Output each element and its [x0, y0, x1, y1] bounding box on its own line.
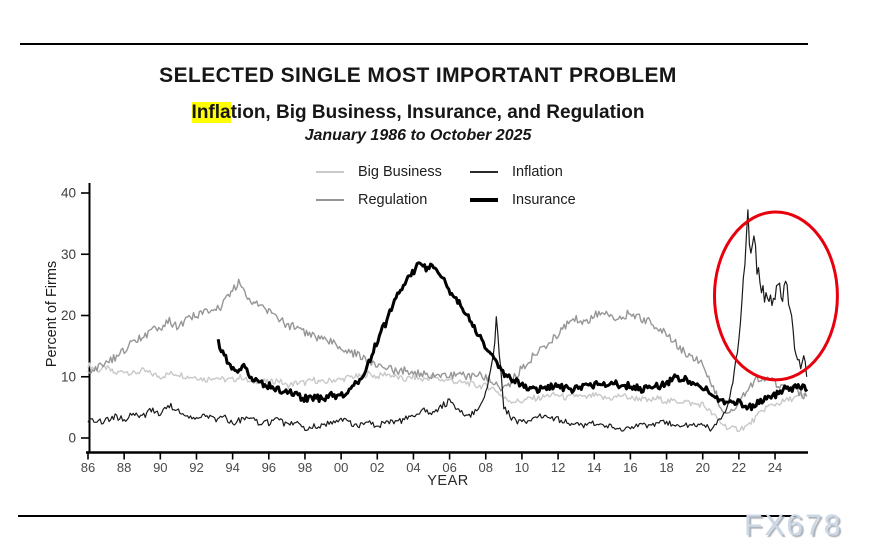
x-tick-label: 00 [334, 460, 348, 475]
page-title: SELECTED SINGLE MOST IMPORTANT PROBLEM [159, 64, 677, 87]
date-range: January 1986 to October 2025 [304, 127, 532, 144]
x-tick-label: 16 [623, 460, 637, 475]
series-line-big-business [87, 362, 808, 433]
x-tick-label: 08 [479, 460, 493, 475]
x-tick-label: 04 [406, 460, 420, 475]
chart-header: SELECTED SINGLE MOST IMPORTANT PROBLEM I… [0, 64, 836, 145]
legend-label-regulation: Regulation [358, 192, 428, 208]
watermark: FX678 [744, 509, 843, 542]
legend-label-inflation: Inflation [512, 164, 563, 180]
x-tick-label: 12 [551, 460, 565, 475]
x-axis-title: YEAR [427, 473, 469, 489]
y-tick-label: 0 [68, 431, 76, 446]
x-tick-label: 14 [587, 460, 601, 475]
x-tick-label: 10 [515, 460, 529, 475]
legend-swatch-insurance [470, 198, 498, 202]
x-tick-label: 22 [732, 460, 746, 475]
x-tick-label: 92 [189, 460, 203, 475]
x-tick-label: 96 [262, 460, 276, 475]
legend-swatch-regulation [316, 199, 344, 201]
top-divider [20, 43, 808, 45]
x-tick-label: 90 [153, 460, 167, 475]
series-line-regulation [87, 278, 808, 414]
x-tick-label: 88 [117, 460, 131, 475]
series-line-inflation [87, 209, 808, 432]
x-tick-label: 06 [442, 460, 456, 475]
inflation-spike-ellipse [712, 210, 839, 382]
y-tick-label: 30 [61, 247, 76, 262]
x-tick-label: 86 [81, 460, 95, 475]
x-tick-label: 98 [298, 460, 312, 475]
legend-swatch-inflation [470, 171, 498, 173]
x-tick-label: 02 [370, 460, 384, 475]
bottom-divider [18, 515, 799, 517]
legend-label-big-business: Big Business [358, 164, 442, 180]
chart-subtitle: Inflation, Big Business, Insurance, and … [0, 102, 836, 124]
x-tick-label: 94 [225, 460, 239, 475]
y-tick-label: 10 [61, 369, 76, 384]
x-tick-label: 20 [695, 460, 709, 475]
y-tick-label: 20 [61, 308, 76, 323]
chart-legend: Big Business Inflation Regulation Insurance [316, 164, 576, 208]
subtitle-rest: tion, Big Business, Insurance, and Regul… [230, 102, 645, 123]
legend-swatch-big-business [316, 171, 344, 173]
highlighted-subtitle-text: Infla [191, 102, 231, 123]
y-tick-label: 40 [61, 186, 76, 201]
y-axis-title: Percent of Firms [44, 260, 60, 368]
x-tick-label: 24 [768, 460, 782, 475]
x-tick-label: 18 [659, 460, 673, 475]
legend-label-insurance: Insurance [512, 192, 576, 208]
series-line-insurance [216, 261, 809, 412]
